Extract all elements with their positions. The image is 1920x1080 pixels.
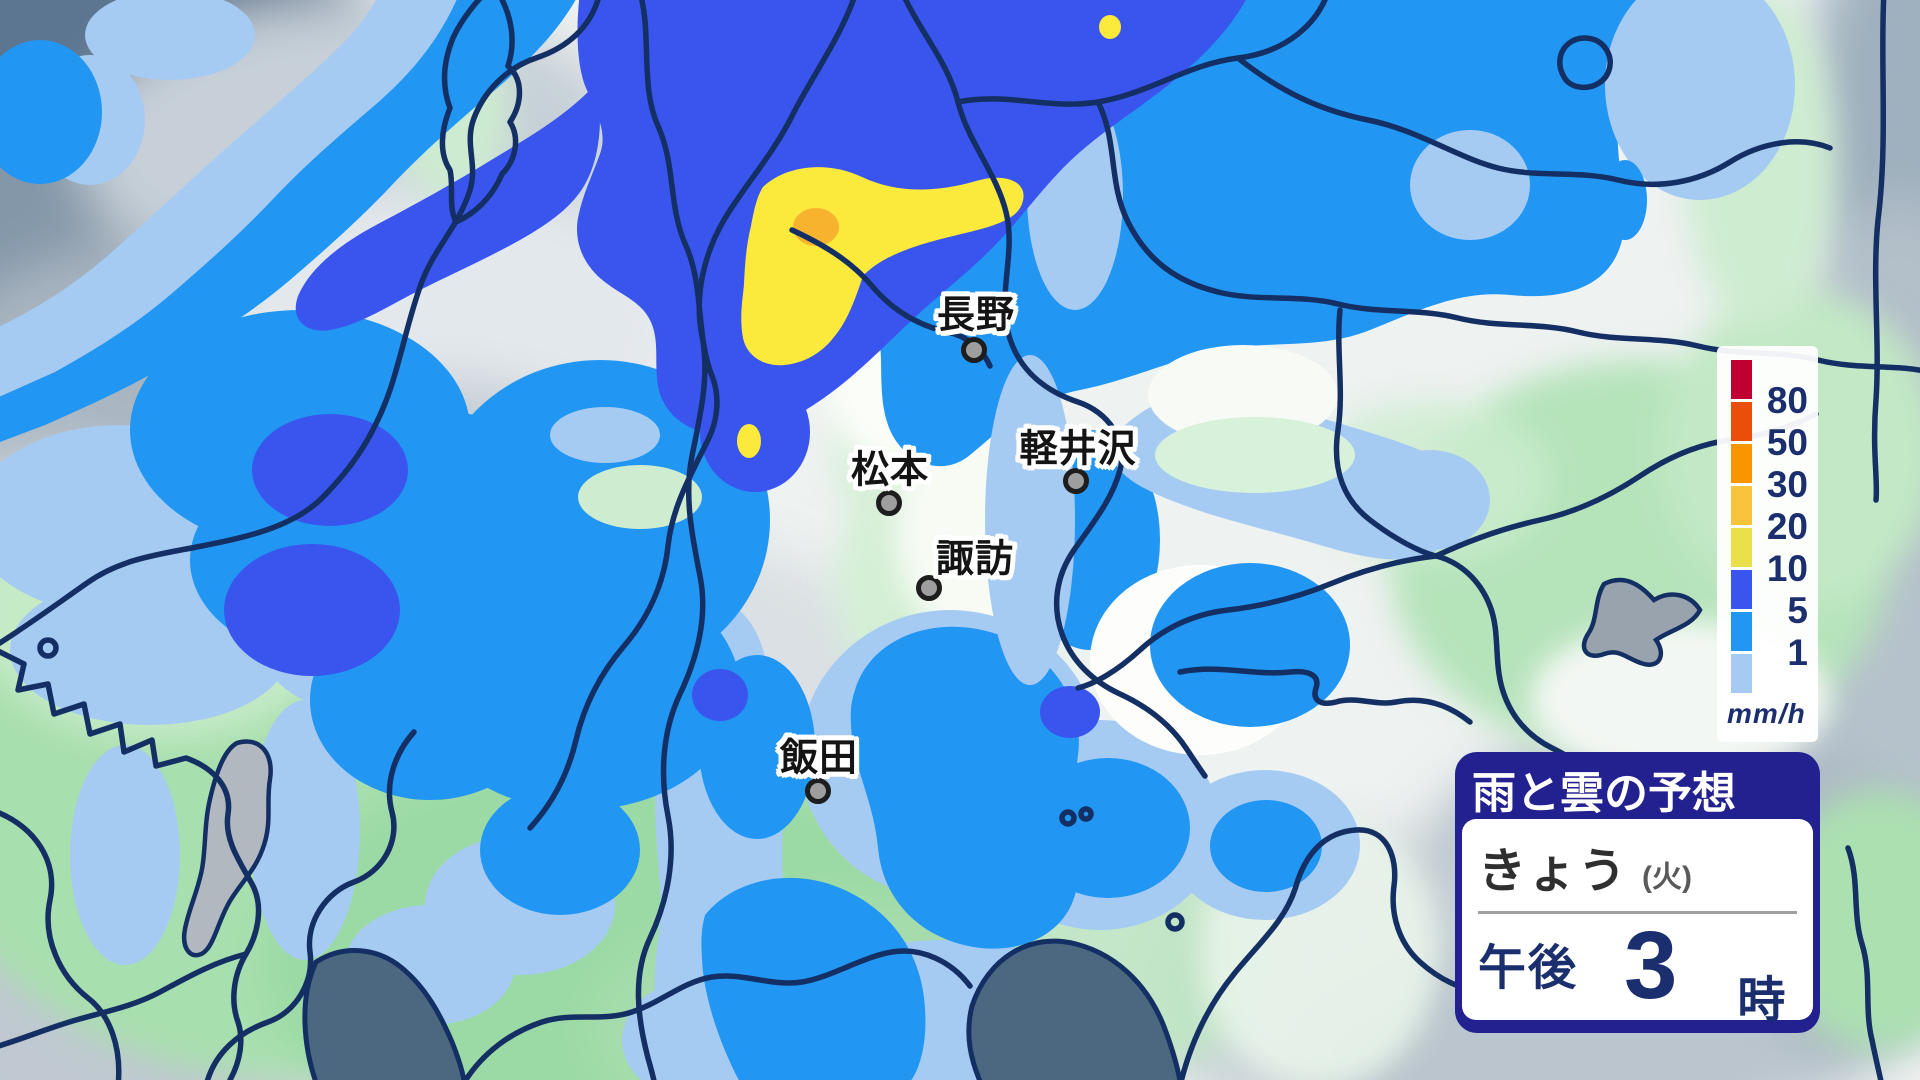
- lake-layer: [181, 577, 1703, 958]
- city-marker-dot: [1063, 468, 1089, 494]
- panel-weekday-label: (火): [1642, 861, 1692, 894]
- legend-unit-label: mm/h: [1727, 698, 1806, 729]
- legend-color-swatch: [1731, 570, 1752, 609]
- panel-hour-suffix: 時: [1737, 974, 1786, 1027]
- legend-threshold-label: 80: [1766, 379, 1808, 421]
- panel-title: 雨と雲の予想: [1472, 769, 1736, 818]
- legend-threshold-label: 1: [1787, 631, 1808, 673]
- panel-hour-value: 3: [1624, 912, 1678, 1019]
- ise-bay: [302, 948, 467, 1080]
- panel-day-label: きょう: [1478, 845, 1629, 898]
- panel-time-row: 午後 3 時: [1478, 912, 1797, 1030]
- city-label: 長野: [936, 294, 1016, 337]
- panel-body: きょう (火) 午後 3 時: [1462, 819, 1813, 1027]
- city-marker-dot: [805, 778, 831, 804]
- lake-biwa: [181, 739, 273, 958]
- legend-threshold-label: 20: [1766, 505, 1808, 547]
- forecast-info-panel: 雨と雲の予想 きょう (火) 午後 3 時: [1455, 752, 1820, 1033]
- lake-kasumigaura: [1581, 577, 1703, 667]
- legend-color-swatch: [1731, 486, 1752, 525]
- legend-color-swatch: [1731, 612, 1752, 651]
- city-marker-dot: [916, 575, 942, 601]
- rain-heavy-layer: [737, 15, 1121, 458]
- legend-color-swatch: [1731, 444, 1752, 483]
- sea-layer: [302, 938, 1183, 1080]
- legend-threshold-label: 10: [1766, 547, 1808, 589]
- panel-divider: [1478, 911, 1797, 914]
- island-outline: [1557, 35, 1613, 91]
- city-label: 軽井沢: [1019, 428, 1137, 471]
- rain-intensity-legend: 80 50 30 20 10 5 1 mm/h: [1717, 346, 1818, 742]
- city-label: 飯田: [779, 737, 859, 780]
- panel-date-row: きょう (火): [1478, 831, 1797, 901]
- legend-threshold-label: 50: [1766, 421, 1808, 463]
- legend-color-swatch: [1731, 654, 1752, 693]
- city-marker-dot: [961, 337, 987, 363]
- legend-color-swatch: [1731, 528, 1752, 567]
- legend-threshold-label: 5: [1787, 589, 1808, 631]
- city-label: 松本: [850, 449, 930, 492]
- city-marker-dot: [876, 490, 902, 516]
- city-label: 諏訪: [935, 538, 1015, 581]
- legend-color-swatch: [1731, 402, 1752, 441]
- panel-period-label: 午後: [1478, 942, 1579, 995]
- legend-color-swatch: [1731, 360, 1752, 399]
- suruga-bay: [966, 938, 1183, 1080]
- legend-threshold-label: 30: [1766, 463, 1808, 505]
